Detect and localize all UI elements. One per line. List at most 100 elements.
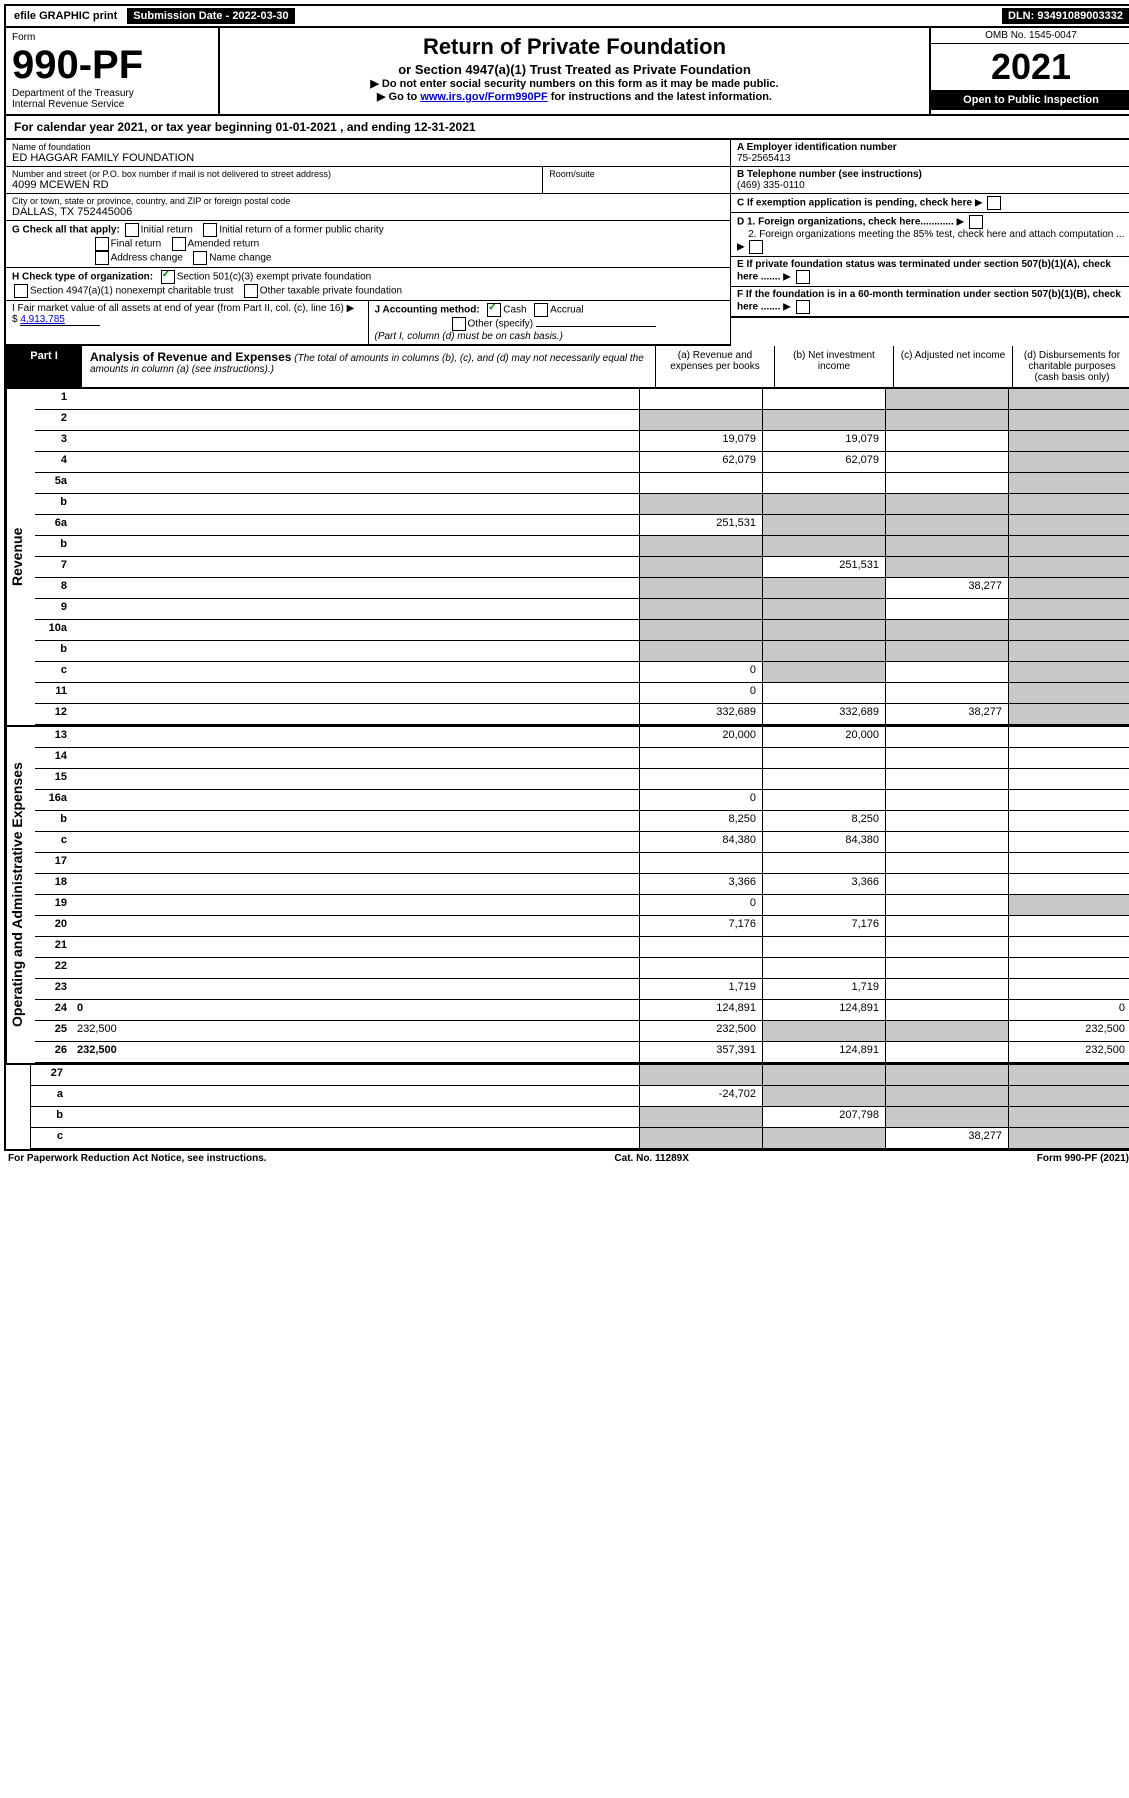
- cell-b: [762, 410, 885, 430]
- row-desc: [73, 895, 639, 915]
- cell-b: [762, 937, 885, 957]
- address-cell: Number and street (or P.O. box number if…: [6, 167, 542, 194]
- cell-c: [885, 874, 1008, 894]
- cash-checkbox[interactable]: [487, 303, 501, 317]
- row-desc: [73, 389, 639, 409]
- cell-b: [762, 494, 885, 514]
- row-desc: [73, 748, 639, 768]
- row-num: 11: [35, 683, 73, 703]
- row-num: 6a: [35, 515, 73, 535]
- cell-a: [639, 958, 762, 978]
- cell-d: [1008, 727, 1129, 747]
- cell-c: [885, 1000, 1008, 1020]
- top-banner: efile GRAPHIC print Submission Date - 20…: [4, 4, 1129, 28]
- 4947-checkbox[interactable]: [14, 284, 28, 298]
- open-inspection: Open to Public Inspection: [931, 90, 1129, 110]
- footer-left: For Paperwork Reduction Act Notice, see …: [8, 1153, 267, 1164]
- table-row: 16a0: [35, 790, 1129, 811]
- cell-a: [639, 1107, 762, 1127]
- table-row: 2: [35, 410, 1129, 431]
- cell-c: [885, 410, 1008, 430]
- row-desc: [73, 473, 639, 493]
- table-row: 190: [35, 895, 1129, 916]
- accrual-checkbox[interactable]: [534, 303, 548, 317]
- room-cell: Room/suite: [542, 167, 730, 194]
- cell-c: [885, 727, 1008, 747]
- cell-d: [1008, 748, 1129, 768]
- cell-b: [762, 769, 885, 789]
- omb-number: OMB No. 1545-0047: [931, 28, 1129, 44]
- efile-label: efile GRAPHIC print: [8, 8, 123, 24]
- cell-b: 62,079: [762, 452, 885, 472]
- initial-return-checkbox[interactable]: [125, 223, 139, 237]
- cell-a: 20,000: [639, 727, 762, 747]
- cell-c: [885, 515, 1008, 535]
- cell-c: [885, 1107, 1008, 1127]
- row-num: 3: [35, 431, 73, 451]
- dept-line2: Internal Revenue Service: [12, 99, 212, 110]
- form-title: Return of Private Foundation: [226, 34, 923, 60]
- row-desc: [73, 853, 639, 873]
- initial-former-checkbox[interactable]: [203, 223, 217, 237]
- irs-link[interactable]: www.irs.gov/Form990PF: [420, 91, 547, 103]
- row-num: 13: [35, 727, 73, 747]
- row-desc: [73, 937, 639, 957]
- row-num: b: [35, 494, 73, 514]
- d2-checkbox[interactable]: [749, 240, 763, 254]
- cell-d: [1008, 410, 1129, 430]
- cell-b: 20,000: [762, 727, 885, 747]
- cell-c: [885, 557, 1008, 577]
- cell-b: 1,719: [762, 979, 885, 999]
- cell-d: [1008, 895, 1129, 915]
- name-change-checkbox[interactable]: [193, 251, 207, 265]
- row-desc: [73, 811, 639, 831]
- cell-c: [885, 683, 1008, 703]
- row-desc: [73, 515, 639, 535]
- col-d-head: (d) Disbursements for charitable purpose…: [1012, 346, 1129, 387]
- cell-a: 84,380: [639, 832, 762, 852]
- cell-a: [639, 620, 762, 640]
- d1-checkbox[interactable]: [969, 215, 983, 229]
- row-desc: [73, 452, 639, 472]
- table-row: 13 20,00020,000: [35, 727, 1129, 748]
- cell-a: [639, 389, 762, 409]
- accounting-method-cell: J Accounting method: Cash Accrual Other …: [368, 301, 731, 344]
- cell-d: [1008, 704, 1129, 724]
- table-row: 6a251,531: [35, 515, 1129, 536]
- table-row: 1: [35, 389, 1129, 410]
- cell-b: 332,689: [762, 704, 885, 724]
- table-row: 7251,531: [35, 557, 1129, 578]
- 501c3-checkbox[interactable]: [161, 270, 175, 284]
- cell-a: [639, 937, 762, 957]
- final-return-checkbox[interactable]: [95, 237, 109, 251]
- row-desc: [73, 620, 639, 640]
- cell-c: [885, 473, 1008, 493]
- cell-c: [885, 599, 1008, 619]
- e-checkbox[interactable]: [796, 270, 810, 284]
- cell-d: [1008, 937, 1129, 957]
- row-desc: [73, 704, 639, 724]
- table-row: a-24,702: [31, 1086, 1129, 1107]
- table-row: 207,1767,176: [35, 916, 1129, 937]
- cell-c: [885, 620, 1008, 640]
- cell-c: [885, 536, 1008, 556]
- cell-c: [885, 832, 1008, 852]
- f-checkbox[interactable]: [796, 300, 810, 314]
- other-taxable-checkbox[interactable]: [244, 284, 258, 298]
- other-method-checkbox[interactable]: [452, 317, 466, 331]
- address-change-checkbox[interactable]: [95, 251, 109, 265]
- cell-b: [762, 536, 885, 556]
- cell-a: [639, 641, 762, 661]
- table-row: 9: [35, 599, 1129, 620]
- expenses-section: Operating and Administrative Expenses 13…: [4, 727, 1129, 1065]
- cell-b: 207,798: [762, 1107, 885, 1127]
- cell-a: 8,250: [639, 811, 762, 831]
- c-checkbox[interactable]: [987, 196, 1001, 210]
- fmv-value[interactable]: 4,913,785: [20, 314, 100, 326]
- cell-c: [885, 853, 1008, 873]
- row-desc: [73, 727, 639, 747]
- table-row: b: [35, 536, 1129, 557]
- amended-return-checkbox[interactable]: [172, 237, 186, 251]
- row-num: 8: [35, 578, 73, 598]
- cell-a: [639, 410, 762, 430]
